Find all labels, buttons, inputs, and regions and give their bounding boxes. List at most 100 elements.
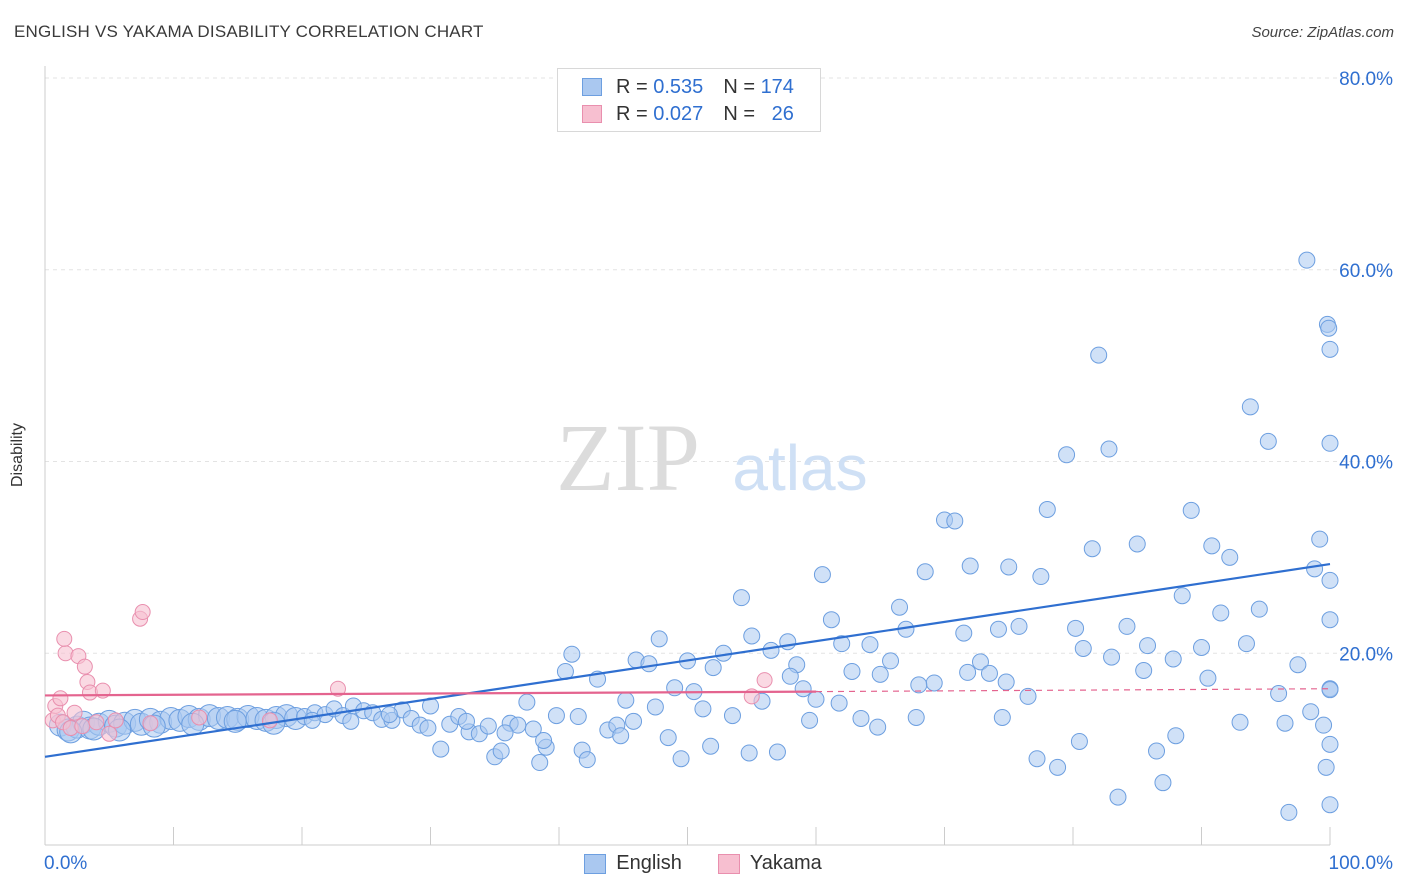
y-tick-label: 40.0% (1339, 453, 1393, 474)
yakama-point (756, 672, 773, 689)
english-point (1032, 568, 1050, 586)
english-point (955, 624, 973, 642)
english-point (1019, 687, 1037, 705)
english-point (625, 712, 643, 730)
english-point (1321, 681, 1339, 699)
english-point (1280, 803, 1298, 821)
english-point (1067, 619, 1085, 637)
english-point (822, 611, 840, 629)
english-point (419, 719, 437, 737)
english-point (704, 659, 722, 677)
english-point (723, 707, 741, 725)
english-point (1049, 758, 1067, 776)
stats-row-yakama: R = 0.027 N = 26 (582, 102, 794, 126)
yakama-point (134, 604, 151, 621)
english-point (1302, 703, 1320, 721)
watermark-atlas: atlas (732, 432, 867, 504)
yakama-trend-extension (815, 688, 1331, 693)
english-point (650, 630, 668, 648)
r-value-english: 0.535 (653, 75, 704, 98)
english-point (830, 694, 848, 712)
english-point (563, 645, 581, 663)
english-point (479, 717, 497, 735)
english-point (1103, 648, 1121, 666)
english-point (1135, 662, 1153, 680)
english-point (535, 731, 553, 749)
english-point (702, 737, 720, 755)
english-point (925, 674, 943, 692)
english-point (1167, 727, 1185, 745)
english-point (432, 740, 450, 758)
english-point (1212, 604, 1230, 622)
english-point (1083, 540, 1101, 558)
english-point (852, 709, 870, 727)
english-point (740, 744, 758, 762)
english-point (1182, 501, 1200, 519)
yakama-legend-swatch (717, 853, 740, 874)
yakama-point (142, 715, 159, 732)
legend-label-yakama: Yakama (749, 852, 822, 874)
yakama-points (44, 604, 773, 742)
english-point (496, 724, 514, 742)
english-point (694, 700, 712, 718)
english-point (342, 712, 360, 730)
y-tick-label: 20.0% (1339, 644, 1393, 665)
english-point (1276, 714, 1294, 732)
yakama-point (66, 704, 83, 721)
english-point (518, 693, 536, 711)
english-point (794, 680, 812, 698)
legend-item-english[interactable]: English (584, 852, 682, 875)
english-trend-line (44, 562, 1331, 758)
english-point (997, 673, 1015, 691)
yakama-point (191, 709, 208, 726)
stats-legend: R = 0.535 N = 174 R = 0.027 N = 26 (557, 68, 821, 132)
english-point (1320, 319, 1338, 337)
yakama-point (261, 712, 278, 729)
english-point (1074, 639, 1092, 657)
english-point (612, 727, 630, 745)
english-point (801, 711, 819, 729)
tick-labels: 20.0% 40.0% 60.0% 80.0% 0.0% 100.0% (44, 69, 1393, 874)
english-swatch (582, 78, 602, 96)
yakama-point (56, 630, 73, 647)
trend-lines (44, 562, 1331, 758)
english-point (871, 665, 889, 683)
english-point (989, 620, 1007, 638)
english-points (48, 251, 1339, 821)
english-point (869, 718, 887, 736)
english-point (1306, 560, 1324, 578)
english-point (578, 751, 596, 769)
yakama-point (107, 712, 124, 729)
watermark: ZIP atlas (556, 404, 868, 511)
y-tick-label: 60.0% (1339, 261, 1393, 282)
english-point (743, 627, 761, 645)
english-point (1128, 535, 1146, 553)
english-legend-swatch (584, 853, 607, 874)
english-point (807, 690, 825, 708)
yakama-swatch (582, 105, 602, 123)
english-point (547, 707, 565, 725)
yakama-point (76, 658, 93, 675)
english-point (959, 663, 977, 681)
english-point (1317, 758, 1335, 776)
english-point (1321, 796, 1339, 814)
r-label: R = (616, 75, 648, 98)
english-point (813, 566, 831, 584)
english-point (1311, 530, 1329, 548)
yakama-trend-line (44, 690, 817, 697)
english-point (1038, 500, 1056, 518)
english-point (768, 743, 786, 761)
english-point (1321, 434, 1339, 452)
english-point (1237, 635, 1255, 653)
x-tick-label-min: 0.0% (44, 853, 87, 874)
english-point (457, 712, 475, 730)
n-value-english: 174 (760, 75, 794, 98)
legend-item-yakama[interactable]: Yakama (717, 852, 822, 875)
english-point (946, 512, 964, 530)
axes (44, 66, 1331, 846)
english-point (1070, 732, 1088, 750)
english-point (1193, 638, 1210, 656)
english-point (916, 563, 934, 581)
english-point (672, 750, 690, 768)
